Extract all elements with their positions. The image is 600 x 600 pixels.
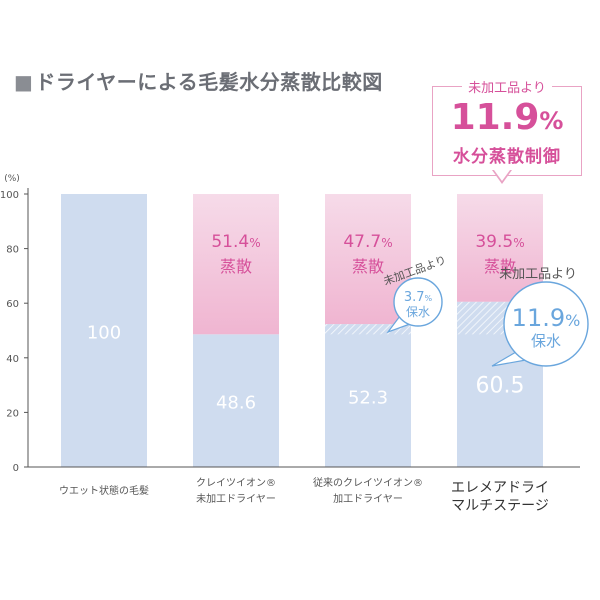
x-category-label: クレイツイオン® bbox=[196, 477, 276, 489]
top-callout-text: 水分蒸散制御 bbox=[453, 147, 561, 167]
retention-callout-value: 3.7 bbox=[404, 290, 425, 305]
top-callout-value-line: 11.9% bbox=[433, 99, 581, 140]
x-category-label: マルチステージ bbox=[451, 498, 549, 514]
evaporation-value-label: 47.7% bbox=[343, 232, 392, 252]
top-callout-caption-wrap: 未加工品より bbox=[433, 77, 581, 96]
retention-callout-value: 11.9 bbox=[512, 304, 565, 332]
top-callout: 未加工品より 11.9% 水分蒸散制御 bbox=[432, 81, 582, 176]
retention-callout-caption: 未加工品より bbox=[499, 267, 577, 282]
bar-value-label: 48.6 bbox=[216, 393, 256, 414]
y-tick-label: 60 bbox=[6, 299, 19, 310]
bar-value-label: 60.5 bbox=[476, 373, 525, 398]
bar-evaporated bbox=[193, 194, 279, 335]
y-axis-unit: (%) bbox=[4, 174, 20, 184]
retention-callout-value-line: 3.7% bbox=[404, 290, 433, 305]
y-tick-label: 0 bbox=[13, 463, 19, 474]
retention-callout-circle bbox=[393, 277, 443, 327]
x-category-label: 未加工ドライヤー bbox=[196, 493, 276, 505]
evaporation-word-label: 蒸散 bbox=[220, 257, 252, 276]
evaporation-value-label: 51.4% bbox=[211, 232, 260, 252]
bar-value-label: 100 bbox=[87, 323, 121, 344]
x-category-label: 加工ドライヤー bbox=[333, 493, 403, 505]
bar-retained bbox=[325, 324, 411, 467]
retention-callout-unit: % bbox=[565, 311, 580, 330]
title-text: ドライヤーによる毛髪水分蒸散比較図 bbox=[35, 70, 383, 94]
y-tick-label: 40 bbox=[6, 354, 19, 365]
evaporation-word-label: 蒸散 bbox=[484, 257, 516, 276]
retention-callout-text: 保水 bbox=[406, 305, 430, 319]
bar-retained bbox=[61, 194, 147, 467]
retention-callout-unit: % bbox=[425, 294, 433, 303]
x-category-label: ウエット状態の毛髪 bbox=[59, 484, 149, 497]
retention-callout-value-line: 11.9% bbox=[512, 304, 581, 332]
evaporation-unit: % bbox=[381, 236, 392, 250]
chart-title: ■ ドライヤーによる毛髪水分蒸散比較図 bbox=[14, 66, 383, 95]
bar-retention-gain bbox=[325, 324, 411, 335]
evaporation-unit: % bbox=[249, 236, 260, 250]
x-category-label: 従来のクレイツイオン® bbox=[313, 476, 423, 489]
x-category-label: エレメアドライ bbox=[451, 480, 549, 496]
retention-callout-text: 保水 bbox=[531, 332, 561, 350]
evaporation-unit: % bbox=[513, 236, 524, 250]
evaporation-value: 51.4 bbox=[211, 232, 249, 252]
bar-evaporated bbox=[457, 194, 543, 302]
evaporation-value-label: 39.5% bbox=[475, 232, 524, 252]
evaporation-word-label: 蒸散 bbox=[352, 257, 384, 276]
evaporation-value: 47.7 bbox=[343, 232, 381, 252]
evaporation-value: 39.5 bbox=[475, 232, 513, 252]
top-callout-tail-inner bbox=[494, 170, 510, 181]
top-callout-value: 11.9 bbox=[450, 97, 540, 138]
bar-value-label: 52.3 bbox=[348, 388, 388, 409]
y-tick-label: 100 bbox=[0, 190, 19, 201]
top-callout-caption: 未加工品より bbox=[462, 81, 552, 96]
y-tick-label: 20 bbox=[6, 408, 19, 419]
retention-callout-circle bbox=[503, 281, 589, 367]
bar-retained bbox=[193, 334, 279, 467]
top-callout-unit: % bbox=[539, 107, 564, 135]
title-marker: ■ bbox=[14, 70, 34, 94]
y-tick-label: 80 bbox=[6, 245, 19, 256]
